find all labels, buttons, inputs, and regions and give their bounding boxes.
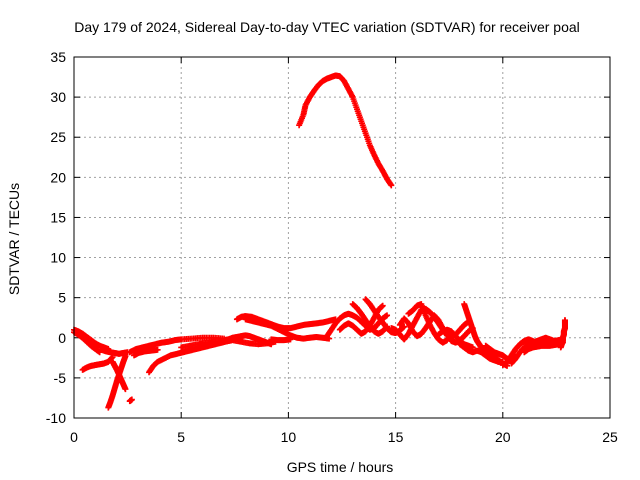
data-point-plus bbox=[122, 386, 129, 393]
data-point-plus bbox=[401, 323, 408, 330]
y-tick-label: 10 bbox=[50, 250, 66, 266]
series-tracks_z bbox=[456, 341, 506, 365]
y-tick-label: -5 bbox=[54, 370, 67, 386]
data-point-plus bbox=[154, 346, 161, 353]
y-tick-label: 5 bbox=[58, 290, 66, 306]
data-point-plus bbox=[388, 182, 395, 189]
x-tick-label: 20 bbox=[495, 429, 511, 445]
y-tick-label: 30 bbox=[50, 89, 66, 105]
data-point-plus bbox=[287, 336, 294, 343]
x-tick-label: 5 bbox=[177, 429, 185, 445]
data-point-plus bbox=[379, 302, 386, 309]
series-tracks_l bbox=[221, 332, 275, 348]
series-tracks_w bbox=[405, 301, 451, 346]
x-tick-label: 15 bbox=[388, 429, 404, 445]
data-point-plus bbox=[561, 317, 568, 324]
series-tracks_c bbox=[79, 354, 116, 373]
series-tracks_s bbox=[349, 301, 391, 337]
series-tracks_i bbox=[131, 346, 161, 359]
y-axis-label: SDTVAR / TECUs bbox=[6, 183, 22, 295]
y-tick-label: 25 bbox=[50, 129, 66, 145]
plot-frame bbox=[73, 56, 611, 419]
y-tick-label: 15 bbox=[50, 209, 66, 225]
series-tracks_g bbox=[126, 396, 135, 405]
y-tick-label: 35 bbox=[50, 49, 66, 65]
series-tracks_o bbox=[268, 336, 294, 344]
series-tracks_d bbox=[105, 353, 129, 411]
data-point-plus bbox=[384, 312, 391, 319]
chart-title: Day 179 of 2024, Sidereal Day-to-day VTE… bbox=[74, 19, 580, 35]
grid-lines bbox=[74, 57, 610, 418]
data-points bbox=[71, 72, 568, 411]
y-tick-label: -10 bbox=[46, 410, 66, 426]
x-tick-label: 0 bbox=[70, 429, 78, 445]
series-tracks_n bbox=[242, 316, 333, 342]
data-point-plus bbox=[444, 337, 451, 344]
series-tracks_f bbox=[98, 346, 131, 357]
series-tracks_ae bbox=[557, 317, 568, 351]
axis-ticks: 0 5 10 15 20 25 -10 -5 0 5 10 15 20 25 30 35 bbox=[46, 49, 618, 445]
x-tick-label: 25 bbox=[602, 429, 618, 445]
y-tick-label: 0 bbox=[58, 330, 66, 346]
x-tick-label: 10 bbox=[281, 429, 297, 445]
series-tracks_p bbox=[296, 72, 395, 189]
y-tick-label: 20 bbox=[50, 169, 66, 185]
data-point-plus bbox=[128, 396, 135, 403]
series-tracks_ac bbox=[508, 334, 566, 367]
x-axis-label: GPS time / hours bbox=[287, 459, 394, 475]
series-tracks_e bbox=[109, 358, 129, 393]
